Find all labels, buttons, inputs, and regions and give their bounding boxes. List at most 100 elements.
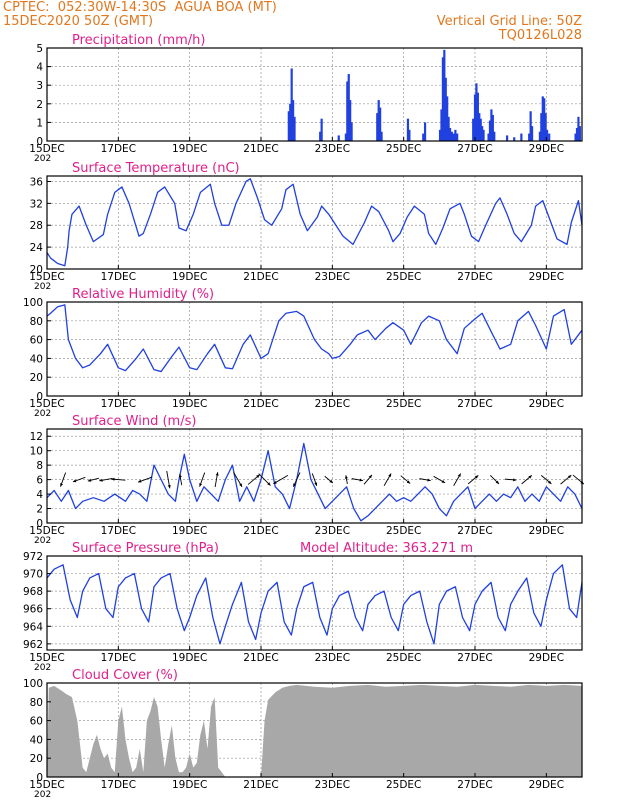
year-label: 202 xyxy=(34,154,51,164)
precip-bar xyxy=(543,98,546,141)
x-tick-label: 27DEC xyxy=(457,652,492,664)
precip-bar xyxy=(452,133,455,141)
year-label: 202 xyxy=(34,409,51,419)
x-tick-label: 19DEC xyxy=(172,398,207,410)
y-tick-label: 20 xyxy=(30,264,43,276)
y-tick-label: 4 xyxy=(36,489,43,501)
x-tick-label: 21DEC xyxy=(243,398,278,410)
x-tick-label: 29DEC xyxy=(529,143,564,155)
precip-bar xyxy=(493,131,496,141)
x-tick-label: 19DEC xyxy=(172,271,207,283)
x-tick-label: 15DEC xyxy=(29,525,64,537)
x-tick-label: 21DEC xyxy=(243,271,278,283)
wind-arrow-head xyxy=(199,483,203,487)
x-tick-label: 29DEC xyxy=(529,398,564,410)
precip-bar xyxy=(380,131,383,141)
precip-bar xyxy=(320,118,323,141)
precip-bar xyxy=(290,68,293,141)
header-date: 15DEC2020 50Z (GMT) xyxy=(3,14,154,29)
y-tick-label: 964 xyxy=(23,621,43,633)
year-label: 202 xyxy=(34,536,51,546)
precip-bar xyxy=(379,107,382,141)
x-tick-label: 27DEC xyxy=(457,779,492,791)
pressure-frame xyxy=(46,555,583,651)
wind-arrow-head xyxy=(495,480,499,484)
precip-bar xyxy=(319,131,322,141)
precip-bar xyxy=(440,109,443,141)
wind-arrow-head xyxy=(547,480,552,484)
y-tick-label: 12 xyxy=(30,431,43,443)
y-tick-label: 962 xyxy=(23,639,43,651)
precip-bar xyxy=(577,116,580,141)
precip-bar xyxy=(456,133,459,141)
precip-bar xyxy=(574,133,577,141)
x-tick-label: 29DEC xyxy=(529,525,564,537)
precip-bar xyxy=(422,133,425,141)
y-tick-label: 20 xyxy=(30,753,43,765)
precip-bar xyxy=(548,133,551,141)
precip-bar xyxy=(350,122,353,141)
wind-arrow-head xyxy=(99,478,103,482)
y-tick-label: 60 xyxy=(30,716,43,728)
precip-bar xyxy=(520,133,523,141)
wind-arrow-head xyxy=(567,475,572,479)
wind-arrow-head xyxy=(267,482,271,486)
precip-bar xyxy=(337,135,340,141)
x-tick-label: 19DEC xyxy=(172,525,207,537)
precip-bar xyxy=(344,133,347,141)
x-tick-label: 21DEC xyxy=(243,525,278,537)
precip-bar xyxy=(377,100,380,141)
precip-bar xyxy=(443,49,446,141)
x-tick-label: 19DEC xyxy=(172,779,207,791)
precip-bar xyxy=(408,129,411,141)
y-tick-label: 972 xyxy=(23,551,43,563)
x-tick-label: 29DEC xyxy=(529,779,564,791)
precip-bar xyxy=(292,100,295,141)
x-tick-label: 15DEC xyxy=(29,271,64,283)
y-tick-label: 968 xyxy=(23,586,43,598)
x-tick-label: 21DEC xyxy=(243,652,278,664)
precip-bar xyxy=(472,118,475,141)
precip-bar xyxy=(578,126,581,141)
wind-frame xyxy=(46,428,583,524)
precip-bar xyxy=(376,113,379,141)
x-tick-label: 27DEC xyxy=(457,271,492,283)
y-tick-label: 2 xyxy=(36,99,43,111)
precip-bar xyxy=(287,111,290,141)
y-tick-label: 80 xyxy=(30,697,43,709)
precip-bar xyxy=(406,118,410,141)
x-tick-label: 17DEC xyxy=(101,143,136,155)
pressure-line xyxy=(46,564,583,645)
header-model-code: TQ0126L028 xyxy=(498,28,582,43)
precip-bar xyxy=(575,127,579,141)
precip-bar xyxy=(346,81,349,141)
precip-title: Precipitation (mm/h) xyxy=(72,33,205,48)
x-tick-label: 15DEC xyxy=(29,398,64,410)
wind-arrow-head xyxy=(474,475,479,479)
wind-arrow-head xyxy=(87,478,92,482)
x-tick-label: 19DEC xyxy=(172,652,207,664)
y-tick-label: 80 xyxy=(30,316,43,328)
x-tick-label: 21DEC xyxy=(243,779,278,791)
x-tick-label: 27DEC xyxy=(457,525,492,537)
x-tick-label: 23DEC xyxy=(315,143,350,155)
temp-title: Surface Temperature (nC) xyxy=(72,161,240,176)
y-tick-label: 24 xyxy=(30,242,44,254)
y-tick-label: 5 xyxy=(36,43,43,55)
precip-bar xyxy=(528,133,531,141)
wind-arrow-head xyxy=(256,474,260,478)
y-tick-label: 32 xyxy=(30,198,43,210)
wind-arrow-head xyxy=(457,473,461,478)
precip-bar xyxy=(479,118,482,141)
x-tick-label: 25DEC xyxy=(386,398,421,410)
precip-bar xyxy=(476,92,479,141)
precip-bar xyxy=(541,96,544,141)
wind-arrow-head xyxy=(441,480,446,483)
wind-arrow-head xyxy=(138,479,142,483)
header-location: CPTEC: 052:30W-14:30S AGUA BOA (MT) xyxy=(3,0,277,15)
precip-bar xyxy=(289,103,292,141)
x-tick-label: 25DEC xyxy=(386,652,421,664)
temp-line xyxy=(46,178,583,267)
precip-bar xyxy=(478,113,481,141)
x-tick-label: 25DEC xyxy=(386,271,421,283)
